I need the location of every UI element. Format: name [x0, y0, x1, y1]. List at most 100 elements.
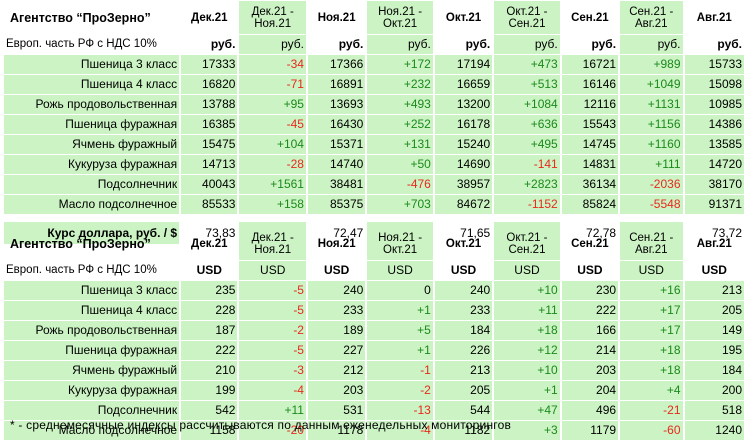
- rate-value: 71,65: [460, 226, 491, 240]
- price-value: 17333: [181, 55, 238, 74]
- price-change: +636: [494, 115, 560, 134]
- price-value: 16820: [181, 75, 238, 94]
- price-value: 199: [181, 381, 238, 400]
- commodity-name: Пшеница фуражная: [4, 341, 180, 360]
- header-row: Агентство “ПроЗерно” Дек.21 Дек.21 - Ноя.21…: [4, 1, 744, 34]
- price-value: 15240: [434, 135, 493, 154]
- commodity-name: Пшеница 4 класс: [4, 301, 180, 320]
- price-value: 496: [561, 401, 619, 420]
- price-value: 149: [684, 321, 744, 340]
- price-change: -5: [239, 281, 306, 300]
- price-value: 1240: [684, 421, 744, 440]
- unit-label: руб.: [591, 37, 617, 51]
- column-header: Ноя.21 - Окт.21: [367, 1, 433, 34]
- price-value: 213: [684, 281, 744, 300]
- unit-label: руб.: [367, 35, 433, 54]
- unit-label: USD: [196, 263, 222, 277]
- price-change: -1: [367, 361, 433, 380]
- price-value: 85824: [561, 195, 619, 214]
- column-header: Сен.21: [571, 237, 609, 250]
- spacer-row: [4, 215, 744, 221]
- price-change: -13: [367, 401, 433, 420]
- price-change: -3: [239, 361, 306, 380]
- price-change: +3: [494, 421, 560, 440]
- column-header: Дек.21: [191, 237, 228, 250]
- price-change: -4: [367, 421, 433, 440]
- table-row: Пшеница 3 класс 17333 -34 17366 +172 17194 +47…: [4, 55, 744, 74]
- column-header: Сен.21 - Авг.21: [620, 227, 683, 260]
- unit-label: USD: [494, 261, 560, 280]
- column-header: Дек.21 - Ноя.21: [239, 227, 306, 260]
- price-change: -5548: [620, 195, 683, 214]
- price-change: -141: [494, 155, 560, 174]
- rate-value: 72,47: [333, 226, 364, 240]
- price-value: 240: [434, 281, 493, 300]
- price-change: +989: [620, 55, 683, 74]
- price-value: 17366: [307, 55, 366, 74]
- price-change: +1: [367, 301, 433, 320]
- price-value: 13200: [434, 95, 493, 114]
- table-row: Пшеница фуражная 16385 -45 16430 +252 16178 +6…: [4, 115, 744, 134]
- unit-label: USD: [323, 263, 350, 277]
- table-row: Масло подсолнечное 1158 -20 1178 -4 1182 +3 117…: [4, 421, 744, 440]
- column-header: Окт.21 - Сен.21: [494, 227, 560, 260]
- rub-price-table: Агентство “ПроЗерно” Дек.21 Дек.21 - Ноя.21…: [2, 0, 746, 245]
- price-value: 15371: [307, 135, 366, 154]
- price-value: 1178: [307, 421, 366, 440]
- price-value: 222: [561, 301, 619, 320]
- price-change: +172: [367, 55, 433, 74]
- price-value: 91371: [684, 195, 744, 214]
- price-change: 0: [367, 281, 433, 300]
- units-row: Европ. часть РФ с НДС 10% USD USD USD USD USD…: [4, 261, 744, 280]
- price-value: 200: [684, 381, 744, 400]
- price-value: 15475: [181, 135, 238, 154]
- price-change: +1: [367, 341, 433, 360]
- commodity-name: Кукуруза фуражная: [4, 155, 180, 174]
- price-change: +5: [367, 321, 433, 340]
- price-change: +703: [367, 195, 433, 214]
- region-label: Европ. часть РФ с НДС 10%: [6, 38, 157, 50]
- price-value: 195: [684, 341, 744, 360]
- price-change: +11: [239, 401, 306, 420]
- price-value: 204: [561, 381, 619, 400]
- price-change: +111: [620, 155, 683, 174]
- price-change: -2036: [620, 175, 683, 194]
- price-value: 203: [307, 381, 366, 400]
- column-header: Сен.21 - Авг.21: [620, 1, 683, 34]
- price-value: 189: [307, 321, 366, 340]
- table-row: Кукуруза фуражная 199 -4 203 -2 205 +1 204 +4 200: [4, 381, 744, 400]
- table-row: Подсолнечник 40043 +1561 38481 -476 38957 +282…: [4, 175, 744, 194]
- price-change: +10: [494, 281, 560, 300]
- price-value: 226: [434, 341, 493, 360]
- price-value: 1179: [561, 421, 619, 440]
- price-change: +17: [620, 321, 683, 340]
- price-value: 38481: [307, 175, 366, 194]
- table-row: Пшеница 3 класс 235 -5 240 0 240 +10 230 +16 213: [4, 281, 744, 300]
- price-value: 16385: [181, 115, 238, 134]
- price-value: 16178: [434, 115, 493, 134]
- commodity-name: Ячмень фуражный: [4, 361, 180, 380]
- price-change: +1084: [494, 95, 560, 114]
- rate-value: 73,83: [205, 226, 236, 240]
- price-value: 544: [434, 401, 493, 420]
- price-value: 184: [434, 321, 493, 340]
- price-value: 14831: [561, 155, 619, 174]
- agency-title: Агентство “ПроЗерно”: [10, 236, 151, 251]
- price-value: 213: [434, 361, 493, 380]
- price-change: +1156: [620, 115, 683, 134]
- price-value: 205: [434, 381, 493, 400]
- unit-label: руб.: [717, 37, 742, 51]
- price-value: 16146: [561, 75, 619, 94]
- price-change: +18: [494, 321, 560, 340]
- price-change: -34: [239, 55, 306, 74]
- price-change: +11: [494, 301, 560, 320]
- price-change: +1: [494, 381, 560, 400]
- price-value: 531: [307, 401, 366, 420]
- price-value: 14745: [561, 135, 619, 154]
- unit-label: USD: [239, 261, 306, 280]
- price-change: -2: [239, 321, 306, 340]
- rate-value: 73,72: [711, 226, 742, 240]
- price-change: -21: [620, 401, 683, 420]
- table-row: Ячмень фуражный 15475 +104 15371 +131 15240 +4…: [4, 135, 744, 154]
- price-change: -5: [239, 341, 306, 360]
